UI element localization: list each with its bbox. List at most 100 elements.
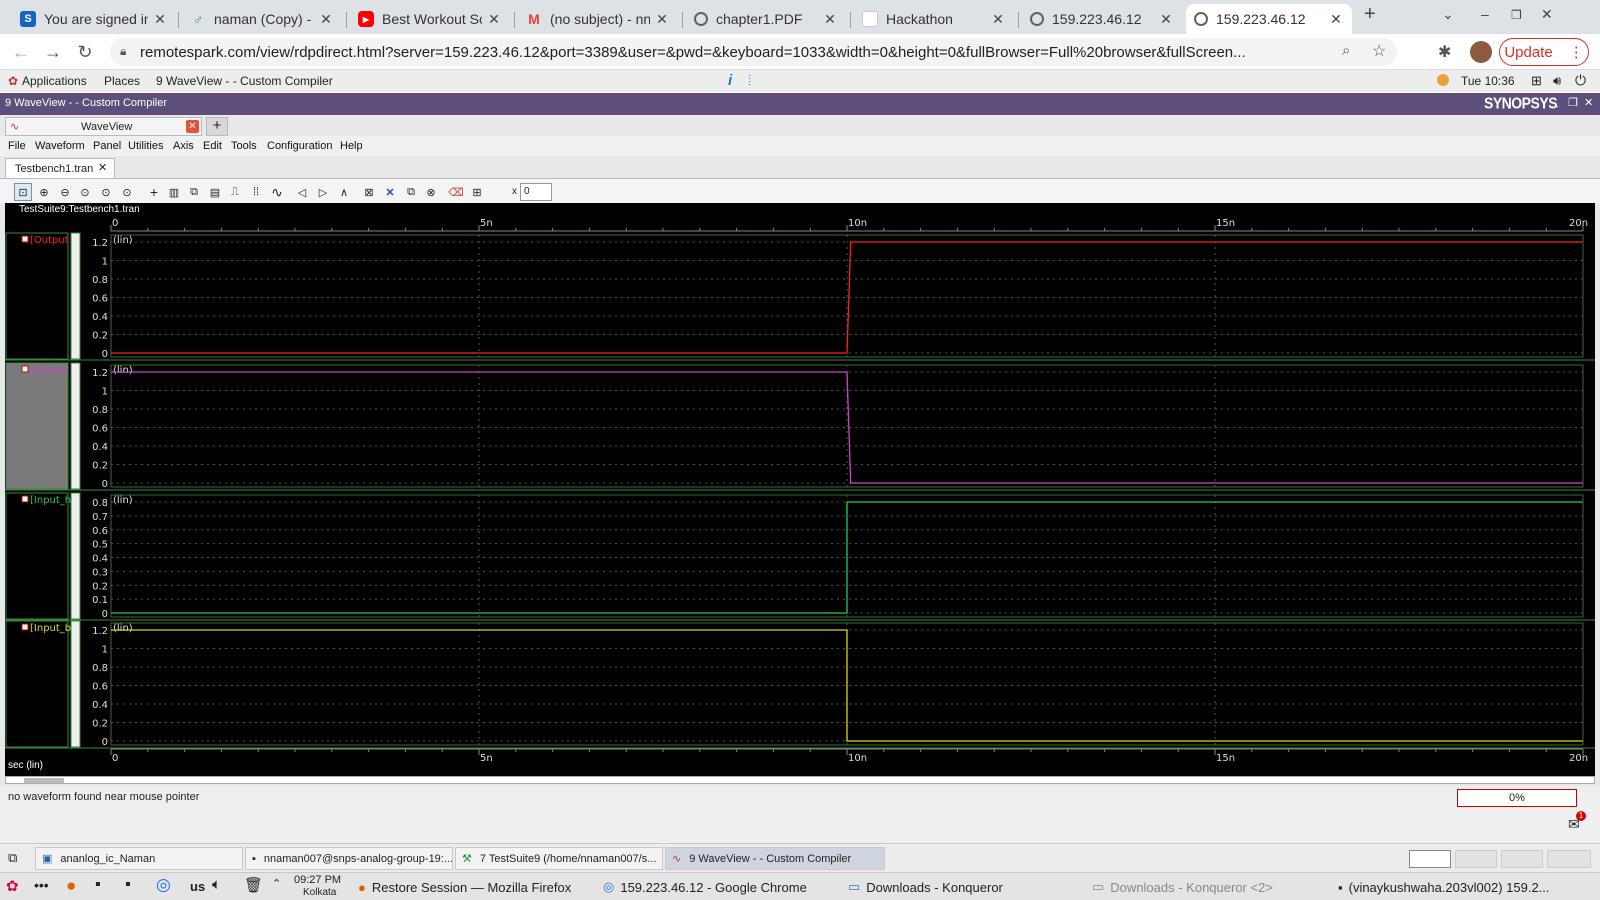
browser-tab[interactable]: ▶ Best Workout So ✕ xyxy=(350,4,510,34)
kde-menu-icon[interactable]: ✿ xyxy=(6,878,19,895)
bars-icon[interactable]: ▥ xyxy=(168,186,180,199)
mail-icon[interactable]: ✉ xyxy=(1568,816,1580,832)
copy-icon[interactable]: ⧉ xyxy=(407,185,415,198)
reload-button[interactable]: ↻ xyxy=(77,42,93,62)
menu-utilities[interactable]: Utilities xyxy=(128,140,164,152)
browser-tab[interactable]: 159.223.46.12 ✕ xyxy=(1022,4,1182,34)
zoom-fit-icon[interactable]: ⊡ xyxy=(14,183,32,201)
zoom-box-icon[interactable]: ⊙ xyxy=(122,186,132,199)
dots-icon[interactable]: ••• xyxy=(34,877,49,893)
close-icon[interactable]: ✕ xyxy=(488,10,500,27)
forward-button[interactable]: → xyxy=(44,42,62,62)
workspace-4[interactable] xyxy=(1547,850,1591,868)
link-icon[interactable]: ⊗ xyxy=(426,186,436,199)
horizontal-scrollbar[interactable] xyxy=(5,776,1595,784)
zoom-y-icon[interactable]: ⊙ xyxy=(101,186,111,199)
grip-icon[interactable]: ⦙ xyxy=(748,72,752,88)
taskbar-item[interactable]: ▪ nnaman007@snps-analog-group-19:... xyxy=(245,847,453,870)
menu-waveform[interactable]: Waveform xyxy=(35,140,85,152)
export-icon[interactable]: ⊞ xyxy=(472,186,482,199)
restore-icon[interactable]: ❐ xyxy=(1511,8,1522,22)
taskbar-task[interactable]: ▭ Downloads - Konqueror xyxy=(848,877,1088,897)
measure-icon[interactable]: ∧ xyxy=(339,186,349,199)
close-icon[interactable]: ✕ xyxy=(1160,10,1172,27)
menu-file[interactable]: File xyxy=(8,140,26,152)
menu-axis[interactable]: Axis xyxy=(173,140,194,152)
x-field-input[interactable]: 0 xyxy=(520,183,552,201)
prev-icon[interactable]: ◁ xyxy=(297,186,307,199)
eraser-icon[interactable]: ⌫ xyxy=(448,186,464,199)
taskbar-item[interactable]: ⚒ 7 TestSuite9 (/home/nnaman007/s... xyxy=(455,847,663,870)
show-desktop-icon[interactable]: ⧉ xyxy=(8,850,18,865)
document-tab[interactable]: Testbench1.tran ✕ xyxy=(5,158,115,178)
close-icon[interactable]: ✕ xyxy=(824,10,836,27)
panel-window-title[interactable]: 9 WaveView - - Custom Compiler xyxy=(156,74,333,88)
trash-icon[interactable]: 🗑︎ xyxy=(244,877,264,894)
power-icon[interactable]: ⏻ xyxy=(1575,72,1587,88)
chevron-down-icon[interactable]: ⌄ xyxy=(1442,6,1454,22)
taskbar-task[interactable]: ● Restore Session — Mozilla Firefox xyxy=(358,877,598,897)
menu-configuration[interactable]: Configuration xyxy=(267,140,333,152)
minimize-icon[interactable]: _ xyxy=(1552,96,1559,108)
zoom-in-icon[interactable]: ⊕ xyxy=(39,186,49,199)
browser-tab[interactable]: S You are signed in ✕ xyxy=(12,4,176,34)
applications-menu[interactable]: Applications xyxy=(22,74,87,88)
browser-tab-active[interactable]: 159.223.46.12 ✕ xyxy=(1186,4,1352,34)
extensions-icon[interactable]: ✱ xyxy=(1438,44,1452,61)
keyboard-layout[interactable]: us xyxy=(190,879,206,894)
avatar[interactable] xyxy=(1470,41,1492,63)
close-icon[interactable]: ✕ xyxy=(1330,10,1342,27)
address-bar[interactable]: 🔒︎ remotespark.com/view/rdpdirect.html?s… xyxy=(110,38,1397,66)
volume-icon[interactable]: 🔊︎ xyxy=(1553,73,1562,88)
stack-icon[interactable]: ⧉ xyxy=(190,185,198,198)
waveview-tab[interactable]: ∿ WaveView ✕ xyxy=(5,117,202,136)
browser-tab[interactable]: ♂ naman (Copy) - ✕ xyxy=(182,4,342,34)
close-icon[interactable]: ✕ xyxy=(186,120,199,133)
browser-icon[interactable]: ◎ xyxy=(156,875,171,894)
next-icon[interactable]: ▷ xyxy=(318,186,328,199)
taskbar-task[interactable]: ▪ (vinaykushwaha.203vl002) 159.2... xyxy=(1338,877,1583,897)
workspace-3[interactable] xyxy=(1501,850,1543,868)
close-icon[interactable]: ✕ xyxy=(320,10,332,27)
workspace-2[interactable] xyxy=(1455,850,1497,868)
delete-icon[interactable]: ✕ xyxy=(385,186,395,199)
add-tab-button[interactable]: + xyxy=(206,117,228,136)
menu-help[interactable]: Help xyxy=(340,140,363,152)
panel-icon[interactable]: ▤ xyxy=(209,186,221,199)
volume-icon[interactable]: 🔈︎ xyxy=(212,876,222,893)
taskbar-task[interactable]: ▭ Downloads - Konqueror <2> xyxy=(1092,877,1332,897)
zoom-x-icon[interactable]: ⊙ xyxy=(80,186,90,199)
taskbar-item[interactable]: ▣ ananlog_ic_Naman xyxy=(35,847,243,870)
menu-panel[interactable]: Panel xyxy=(93,140,122,152)
places-menu[interactable]: Places xyxy=(104,74,141,88)
back-button[interactable]: ← xyxy=(12,42,30,62)
edge-icon[interactable]: ⎍ xyxy=(231,185,239,198)
close-icon[interactable]: ✕ xyxy=(992,10,1004,27)
close-icon[interactable]: ✕ xyxy=(656,10,668,27)
menu-tools[interactable]: Tools xyxy=(231,140,257,152)
close-icon[interactable]: ✕ xyxy=(154,10,166,27)
clock-time[interactable]: 09:27 PM xyxy=(294,874,342,886)
fit-panel-icon[interactable]: ⊠ xyxy=(364,186,374,199)
info-icon[interactable]: i xyxy=(728,72,733,89)
close-window-icon[interactable]: ✕ xyxy=(1584,97,1594,109)
waveform-plot-area[interactable]: TestSuite9:Testbench1.tran sec (lin) 0 5n… xyxy=(5,203,1595,776)
close-window-icon[interactable]: ✕ xyxy=(1541,6,1553,22)
taskbar-task[interactable]: ◎ 159.223.46.12 - Google Chrome xyxy=(603,877,835,897)
browser-tab[interactable]: Hackathon ✕ xyxy=(854,4,1014,34)
browser-tab[interactable]: chapter1.PDF ✕ xyxy=(686,4,846,34)
wave-icon[interactable]: ∿ xyxy=(271,183,283,200)
panel-clock[interactable]: Tue 10:36 xyxy=(1461,74,1515,88)
zoom-out-icon[interactable]: ⊖ xyxy=(60,186,70,199)
menu-edit[interactable]: Edit xyxy=(203,140,222,152)
zoom-icon[interactable]: ⌕ xyxy=(1342,42,1351,59)
terminal-icon[interactable]: ▪ xyxy=(125,876,131,893)
tray-arrow-icon[interactable]: ⌃ xyxy=(272,878,282,890)
network-icon[interactable]: ⊞ xyxy=(1531,73,1542,88)
workspace-1[interactable] xyxy=(1409,850,1451,868)
firefox-icon[interactable]: ● xyxy=(66,876,77,895)
restore-icon[interactable]: ❐ xyxy=(1568,97,1578,109)
crosshair-icon[interactable]: + xyxy=(149,184,159,200)
scroll-thumb[interactable] xyxy=(24,778,64,783)
new-tab-button[interactable]: + xyxy=(1364,3,1376,25)
